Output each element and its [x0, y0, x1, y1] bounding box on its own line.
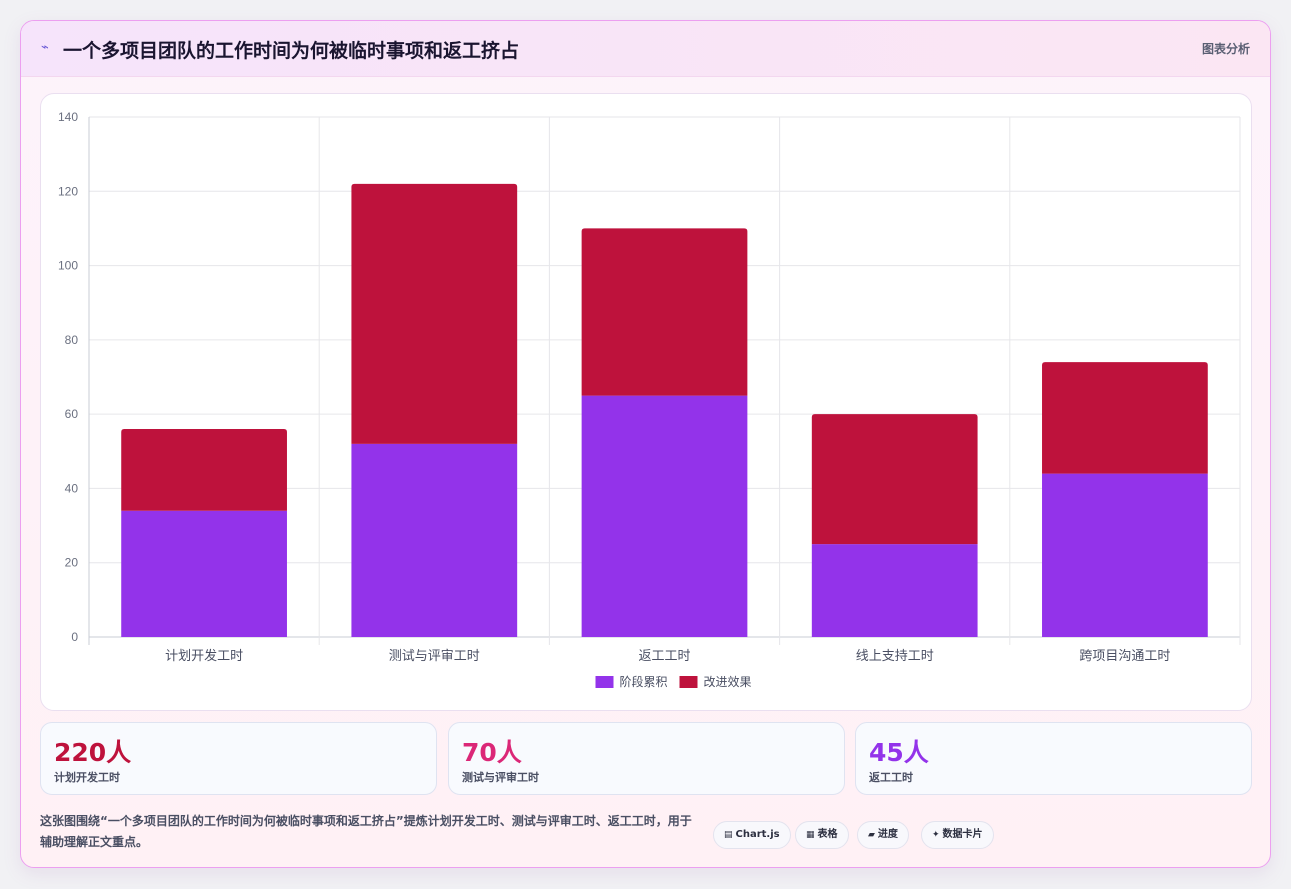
stat-label: 返工工时 [869, 771, 913, 784]
legend-swatch [595, 676, 614, 688]
sparkle-icon: ✦ [932, 830, 940, 840]
y-tick-label: 80 [65, 333, 79, 347]
y-tick-label: 120 [58, 184, 78, 198]
tag-data-card[interactable]: ✦ 数据卡片 [921, 821, 994, 849]
bar-stage-accumulation [811, 544, 978, 637]
stat-card: 220人 计划开发工时 [40, 722, 437, 795]
x-tick-label: 计划开发工时 [165, 648, 243, 664]
bar-improvement-effect [581, 228, 748, 396]
tag-chartjs[interactable]: ▤ Chart.js [713, 821, 791, 849]
tag-label: 表格 [817, 829, 838, 840]
bar-improvement-effect [1042, 362, 1208, 474]
stat-card: 45人 返工工时 [855, 722, 1252, 795]
stat-label: 测试与评审工时 [462, 771, 539, 784]
chart-description: 这张图围绕“一个多项目团队的工作时间为何被临时事项和返工挤占”提炼计划开发工时、… [40, 814, 692, 849]
progress-icon: ▰ [868, 830, 875, 840]
tag-progress[interactable]: ▰ 进度 [857, 821, 909, 849]
stat-card: 70人 测试与评审工时 [448, 722, 845, 795]
window-icon: ▤ [724, 830, 733, 840]
bar-stage-accumulation [1042, 473, 1208, 637]
stat-value: 70人 [462, 738, 522, 767]
y-tick-label: 140 [58, 110, 78, 124]
lightning-icon: ⌁ [41, 40, 49, 55]
legend-label: 改进效果 [704, 674, 752, 689]
stat-cards: 220人 计划开发工时 70人 测试与评审工时 45人 返工工时 [40, 722, 1252, 795]
stat-value: 220人 [54, 738, 132, 767]
stacked-bar-chart: 0 20 40 60 80 100 120 140 计划开发工时 测试与评审工时 返工工时 线上支持工… [58, 110, 1241, 689]
tag-label: 数据卡片 [942, 829, 983, 840]
y-tick-label: 100 [58, 259, 78, 273]
stat-value: 45人 [869, 738, 929, 767]
chart-card: ⌁ 一个多项目团队的工作时间为何被临时事项和返工挤占 图表分析 0 20 40 60 8… [20, 20, 1271, 868]
stat-label: 计划开发工时 [54, 771, 120, 784]
x-tick-label: 线上支持工时 [856, 649, 934, 664]
page-title: 一个多项目团队的工作时间为何被临时事项和返工挤占 [63, 40, 520, 62]
bar-stage-accumulation [351, 443, 518, 637]
bar-stage-accumulation [581, 395, 748, 637]
bar-improvement-effect [121, 429, 287, 511]
table-icon: ▦ [806, 830, 815, 840]
bar-stage-accumulation [121, 510, 287, 637]
chart-panel: 0 20 40 60 80 100 120 140 计划开发工时 测试与评审工时 返工工时 线上支持工… [40, 93, 1252, 711]
x-tick-label: 跨项目沟通工时 [1079, 649, 1170, 664]
tag-label: Chart.js [735, 829, 780, 840]
x-tick-label: 测试与评审工时 [389, 649, 480, 664]
legend-swatch [679, 676, 698, 688]
y-tick-label: 60 [65, 407, 79, 421]
bar-improvement-effect [811, 414, 978, 545]
legend-label: 阶段累积 [620, 674, 668, 689]
x-tick-label: 返工工时 [638, 649, 690, 664]
y-tick-label: 0 [71, 630, 78, 644]
y-tick-label: 40 [65, 481, 79, 495]
y-tick-label: 20 [65, 556, 79, 570]
tag-label: 进度 [877, 829, 898, 840]
card-header: ⌁ 一个多项目团队的工作时间为何被临时事项和返工挤占 图表分析 [21, 21, 1270, 77]
bar-improvement-effect [351, 183, 518, 444]
tag-table[interactable]: ▦ 表格 [795, 821, 849, 849]
chart-analysis-label[interactable]: 图表分析 [1201, 42, 1250, 56]
